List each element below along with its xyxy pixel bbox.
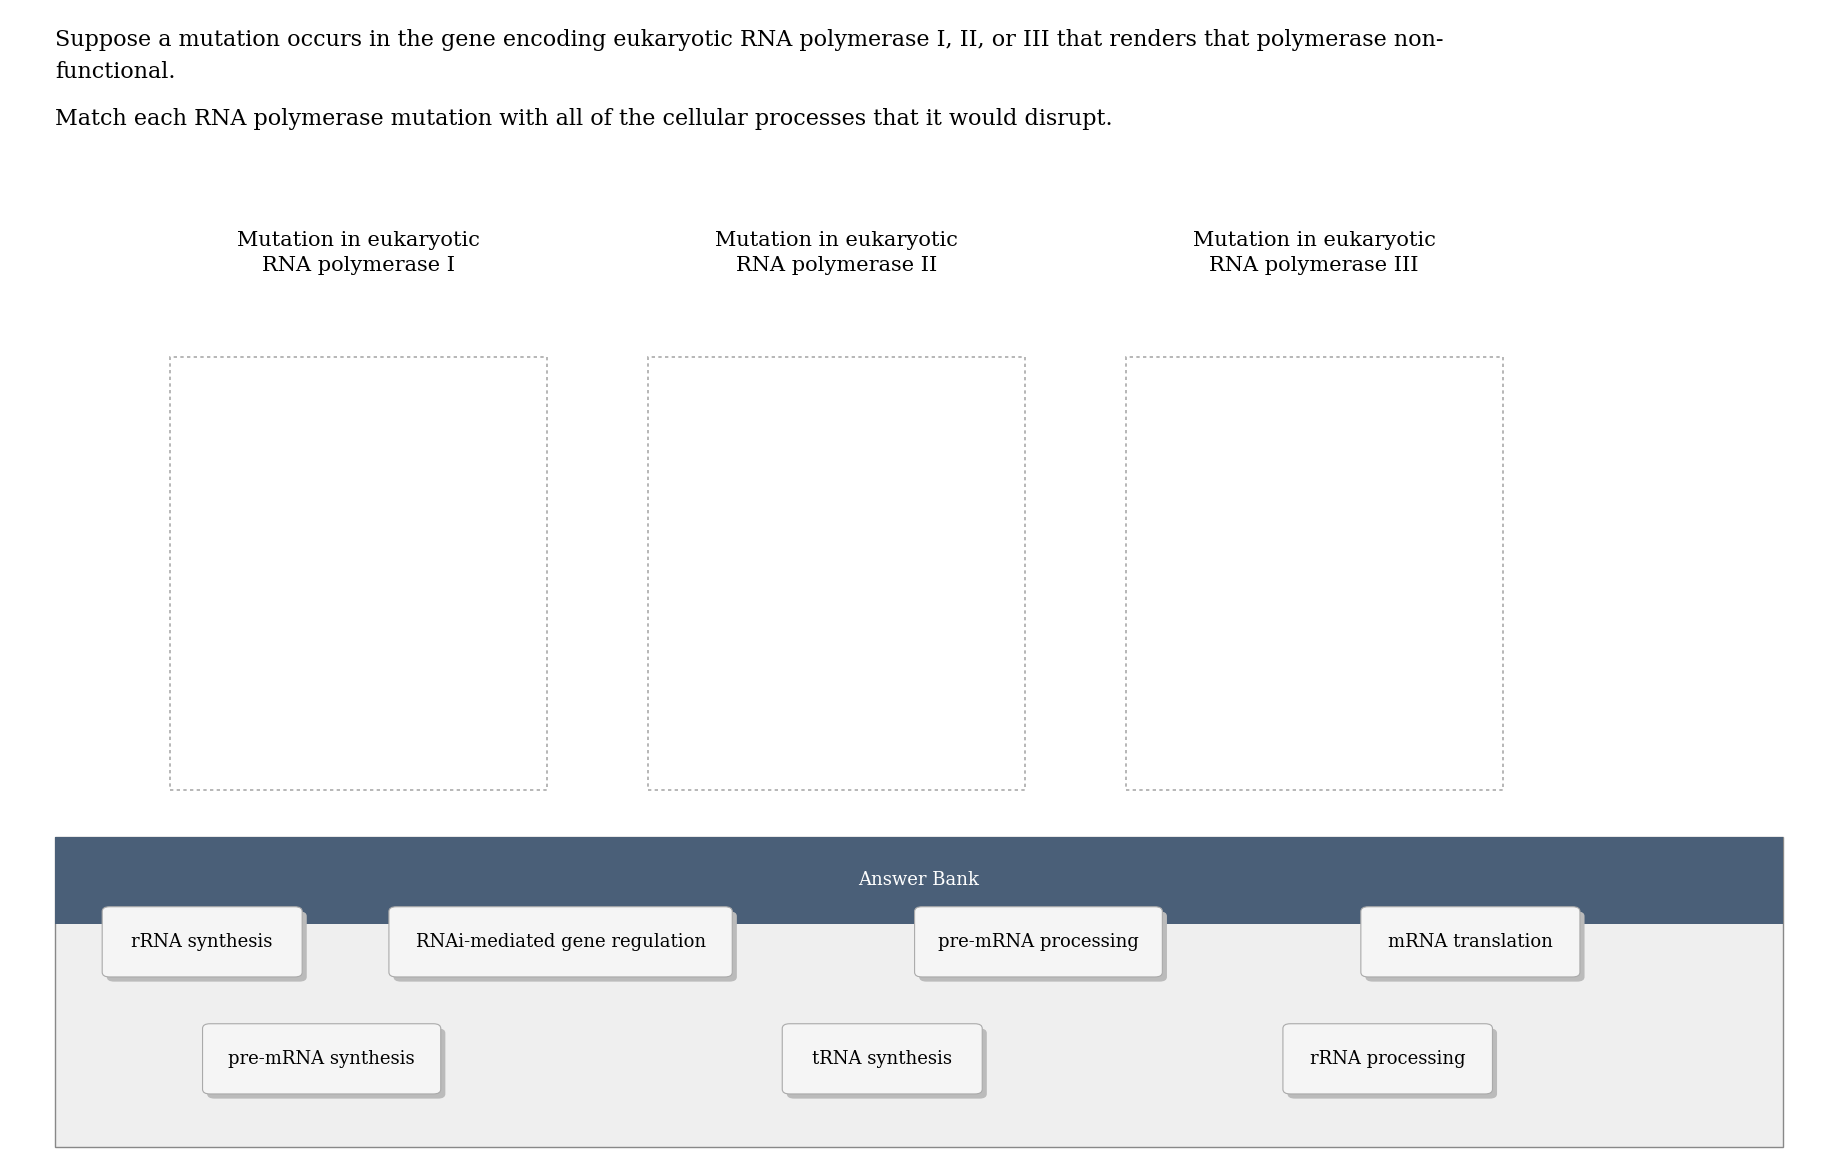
FancyBboxPatch shape bbox=[202, 1024, 441, 1094]
Text: Mutation in eukaryotic
RNA polymerase I: Mutation in eukaryotic RNA polymerase I bbox=[237, 230, 480, 275]
Text: tRNA synthesis: tRNA synthesis bbox=[812, 1049, 952, 1068]
FancyBboxPatch shape bbox=[1366, 911, 1584, 982]
FancyBboxPatch shape bbox=[919, 911, 1167, 982]
FancyBboxPatch shape bbox=[1287, 1028, 1496, 1099]
Text: Match each RNA polymerase mutation with all of the cellular processes that it wo: Match each RNA polymerase mutation with … bbox=[55, 108, 1112, 130]
Text: RNAi-mediated gene regulation: RNAi-mediated gene regulation bbox=[415, 932, 706, 951]
FancyBboxPatch shape bbox=[1125, 357, 1502, 790]
Text: Suppose a mutation occurs in the gene encoding eukaryotic RNA polymerase I, II, : Suppose a mutation occurs in the gene en… bbox=[55, 29, 1443, 51]
FancyBboxPatch shape bbox=[787, 1028, 987, 1099]
Text: Answer Bank: Answer Bank bbox=[858, 872, 980, 889]
FancyBboxPatch shape bbox=[55, 837, 1783, 924]
FancyBboxPatch shape bbox=[393, 911, 737, 982]
FancyBboxPatch shape bbox=[390, 907, 732, 977]
FancyBboxPatch shape bbox=[915, 907, 1162, 977]
FancyBboxPatch shape bbox=[1360, 907, 1581, 977]
Text: rRNA processing: rRNA processing bbox=[1310, 1049, 1465, 1068]
FancyBboxPatch shape bbox=[208, 1028, 445, 1099]
Text: rRNA synthesis: rRNA synthesis bbox=[132, 932, 272, 951]
Text: pre-mRNA synthesis: pre-mRNA synthesis bbox=[228, 1049, 415, 1068]
Text: pre-mRNA processing: pre-mRNA processing bbox=[937, 932, 1140, 951]
FancyBboxPatch shape bbox=[103, 907, 301, 977]
FancyBboxPatch shape bbox=[783, 1024, 981, 1094]
FancyBboxPatch shape bbox=[171, 357, 548, 790]
FancyBboxPatch shape bbox=[107, 911, 307, 982]
Text: functional.: functional. bbox=[55, 61, 176, 83]
FancyBboxPatch shape bbox=[1283, 1024, 1492, 1094]
FancyBboxPatch shape bbox=[649, 357, 1026, 790]
Text: mRNA translation: mRNA translation bbox=[1388, 932, 1553, 951]
FancyBboxPatch shape bbox=[55, 837, 1783, 1147]
Text: Mutation in eukaryotic
RNA polymerase III: Mutation in eukaryotic RNA polymerase II… bbox=[1193, 230, 1435, 275]
Text: Mutation in eukaryotic
RNA polymerase II: Mutation in eukaryotic RNA polymerase II bbox=[715, 230, 958, 275]
